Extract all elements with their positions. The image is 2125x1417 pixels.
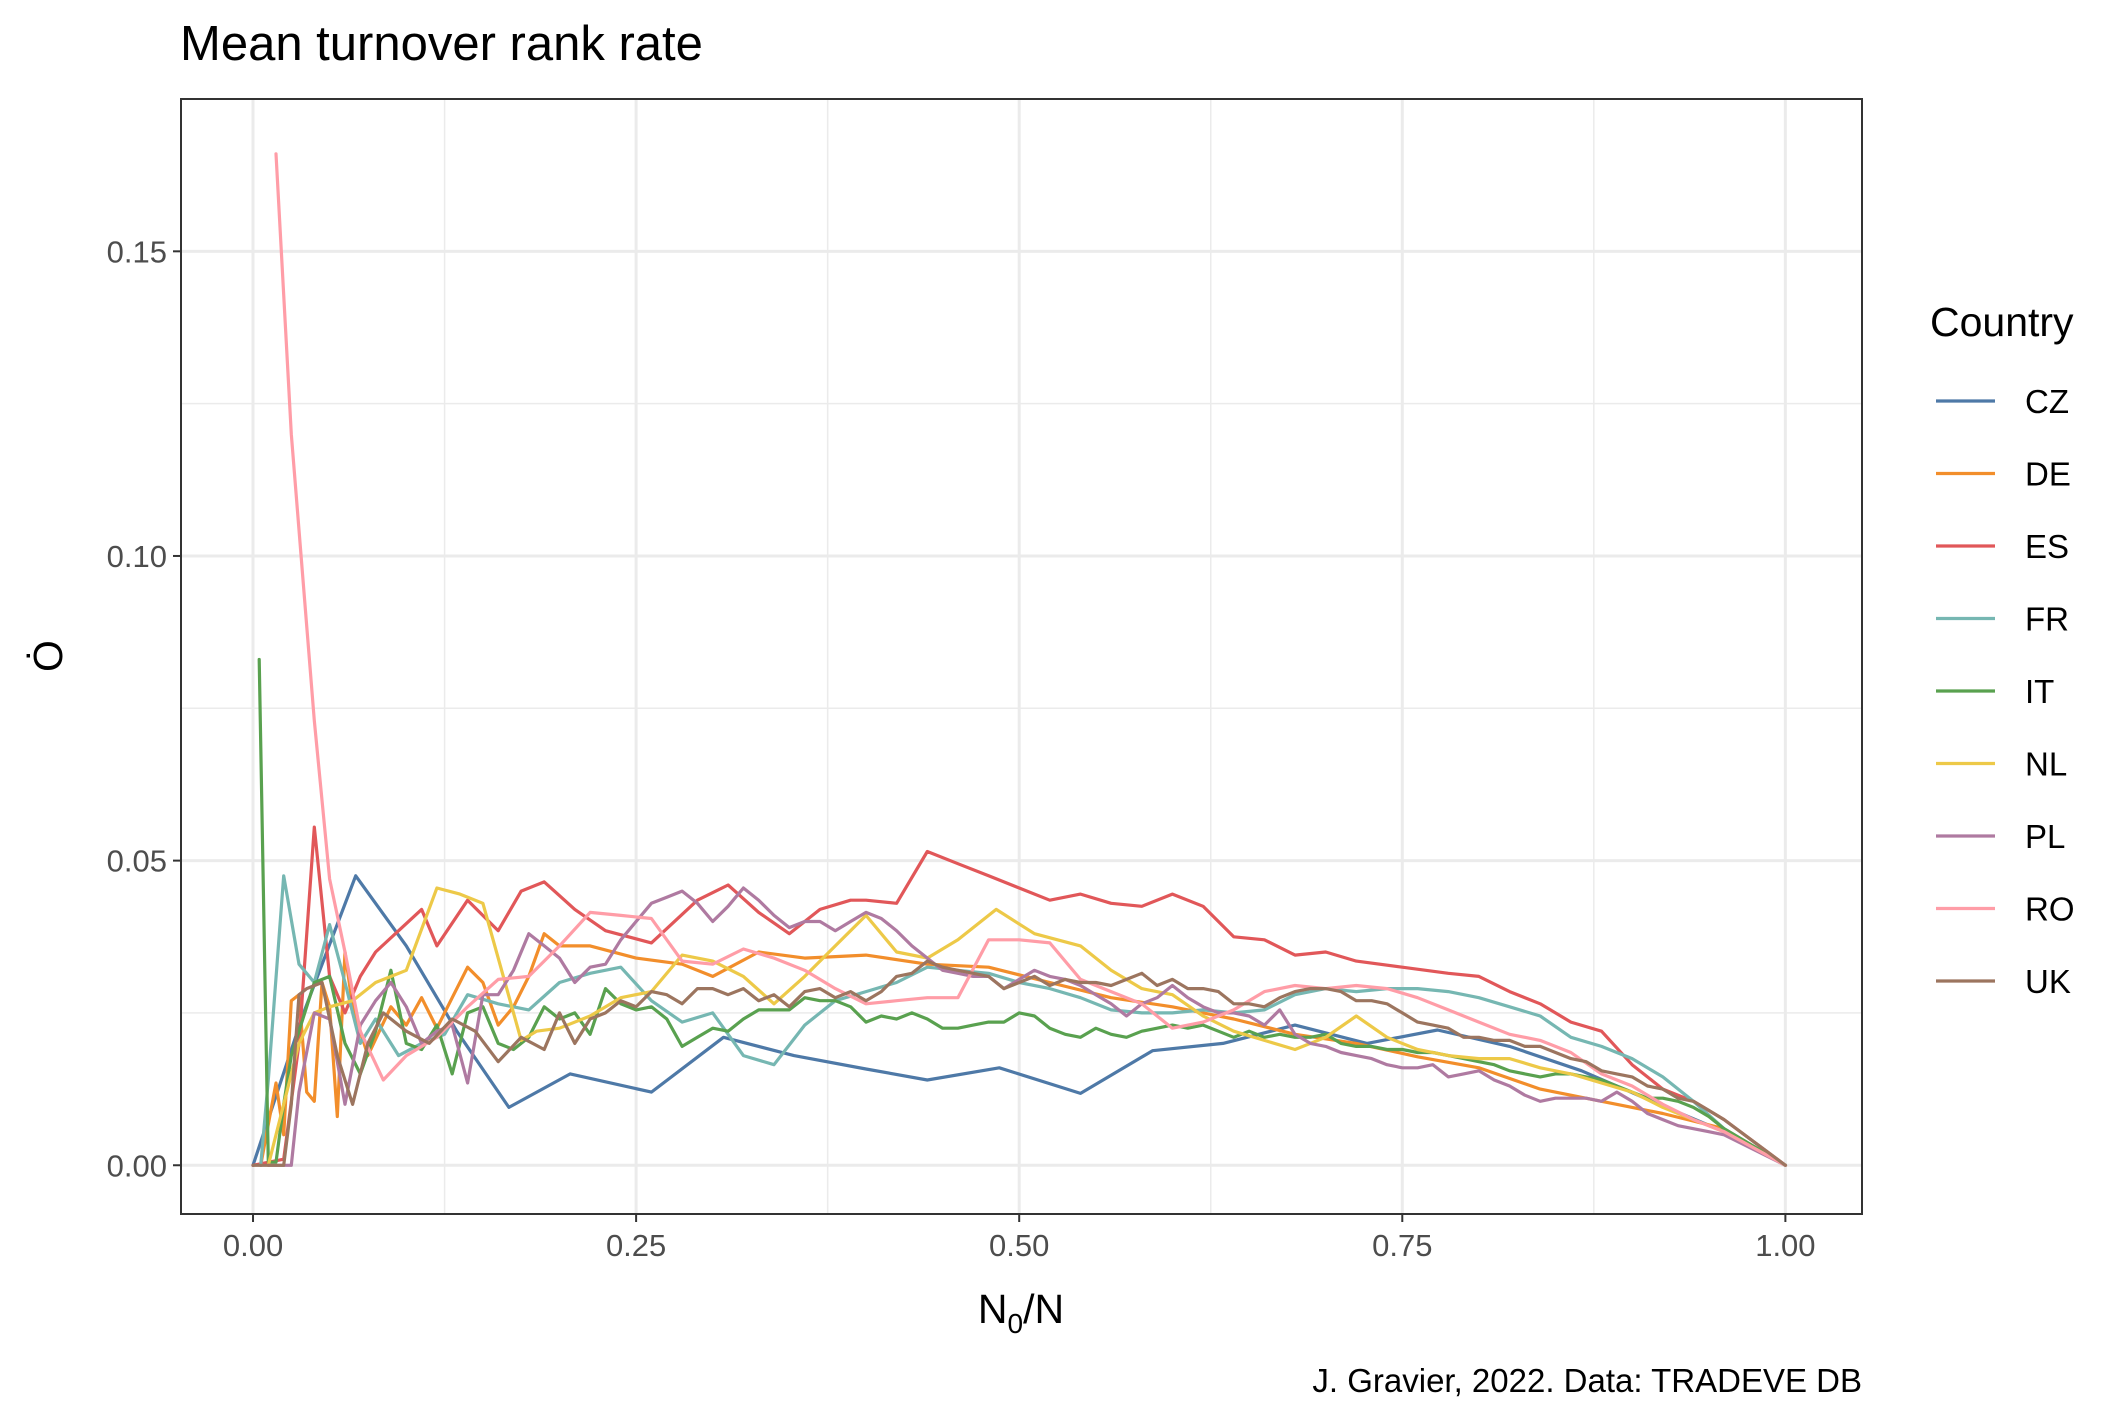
series-line-ro [274,152,1788,1167]
x-axis: 0.00 0.25 0.50 0.75 1.00 [223,1214,1816,1263]
legend-items: CZ DE ES FR IT NL PL RO UK [1936,383,2075,1000]
series-line-it [257,657,1788,1167]
legend-item-cz: CZ [1936,383,2069,420]
series-lines [251,152,1788,1167]
legend-item-nl: NL [1936,746,2067,783]
legend-label: CZ [2025,383,2069,420]
legend-item-pl: PL [1936,818,2065,855]
x-tick-label: 0.75 [1372,1228,1432,1263]
x-tick-label: 0.00 [223,1228,283,1263]
chart-title: Mean turnover rank rate [180,17,703,71]
legend-item-it: IT [1936,673,2054,710]
x-tick-label: 1.00 [1755,1228,1815,1263]
legend-label: ES [2025,528,2069,565]
x-axis-title-subscript: 0 [1008,1308,1024,1339]
y-axis-title: Ȯ [25,640,71,672]
series-line-uk [251,959,1788,1167]
legend-item-de: DE [1936,456,2071,493]
y-axis: 0.00 0.05 0.10 0.15 [107,234,181,1183]
legend-label: RO [2025,891,2075,928]
legend-item-uk: UK [1936,963,2071,1000]
x-axis-title-main: N [978,1286,1008,1332]
panel-border [180,98,1863,1215]
legend-item-fr: FR [1936,601,2069,638]
legend-item-ro: RO [1936,891,2075,928]
caption: J. Gravier, 2022. Data: TRADEVE DB [1312,1362,1862,1399]
x-axis-title-tail: /N [1023,1286,1064,1332]
gridlines [181,99,1862,1214]
legend-item-es: ES [1936,528,2069,565]
series-line-cz [251,874,1788,1167]
y-tick-label: 0.15 [107,234,167,269]
legend-title: Country [1930,299,2074,345]
y-tick-label: 0.05 [107,844,167,879]
panel-background [181,99,1862,1214]
legend-label: FR [2025,601,2069,638]
plot-panel [180,98,1863,1215]
legend-label: DE [2025,456,2071,493]
legend-label: UK [2025,963,2071,1000]
x-tick-label: 0.25 [606,1228,666,1263]
x-tick-label: 0.50 [989,1228,1049,1263]
y-tick-label: 0.00 [107,1148,167,1183]
legend: Country CZ DE ES FR IT NL PL RO UK [1930,299,2075,1000]
legend-label: PL [2025,818,2065,855]
series-line-es [251,825,1788,1167]
legend-label: IT [2025,673,2054,710]
x-axis-title: N0/N [978,1286,1064,1339]
legend-label: NL [2025,746,2067,783]
y-tick-label: 0.10 [107,539,167,574]
series-line-fr [259,874,1788,1167]
